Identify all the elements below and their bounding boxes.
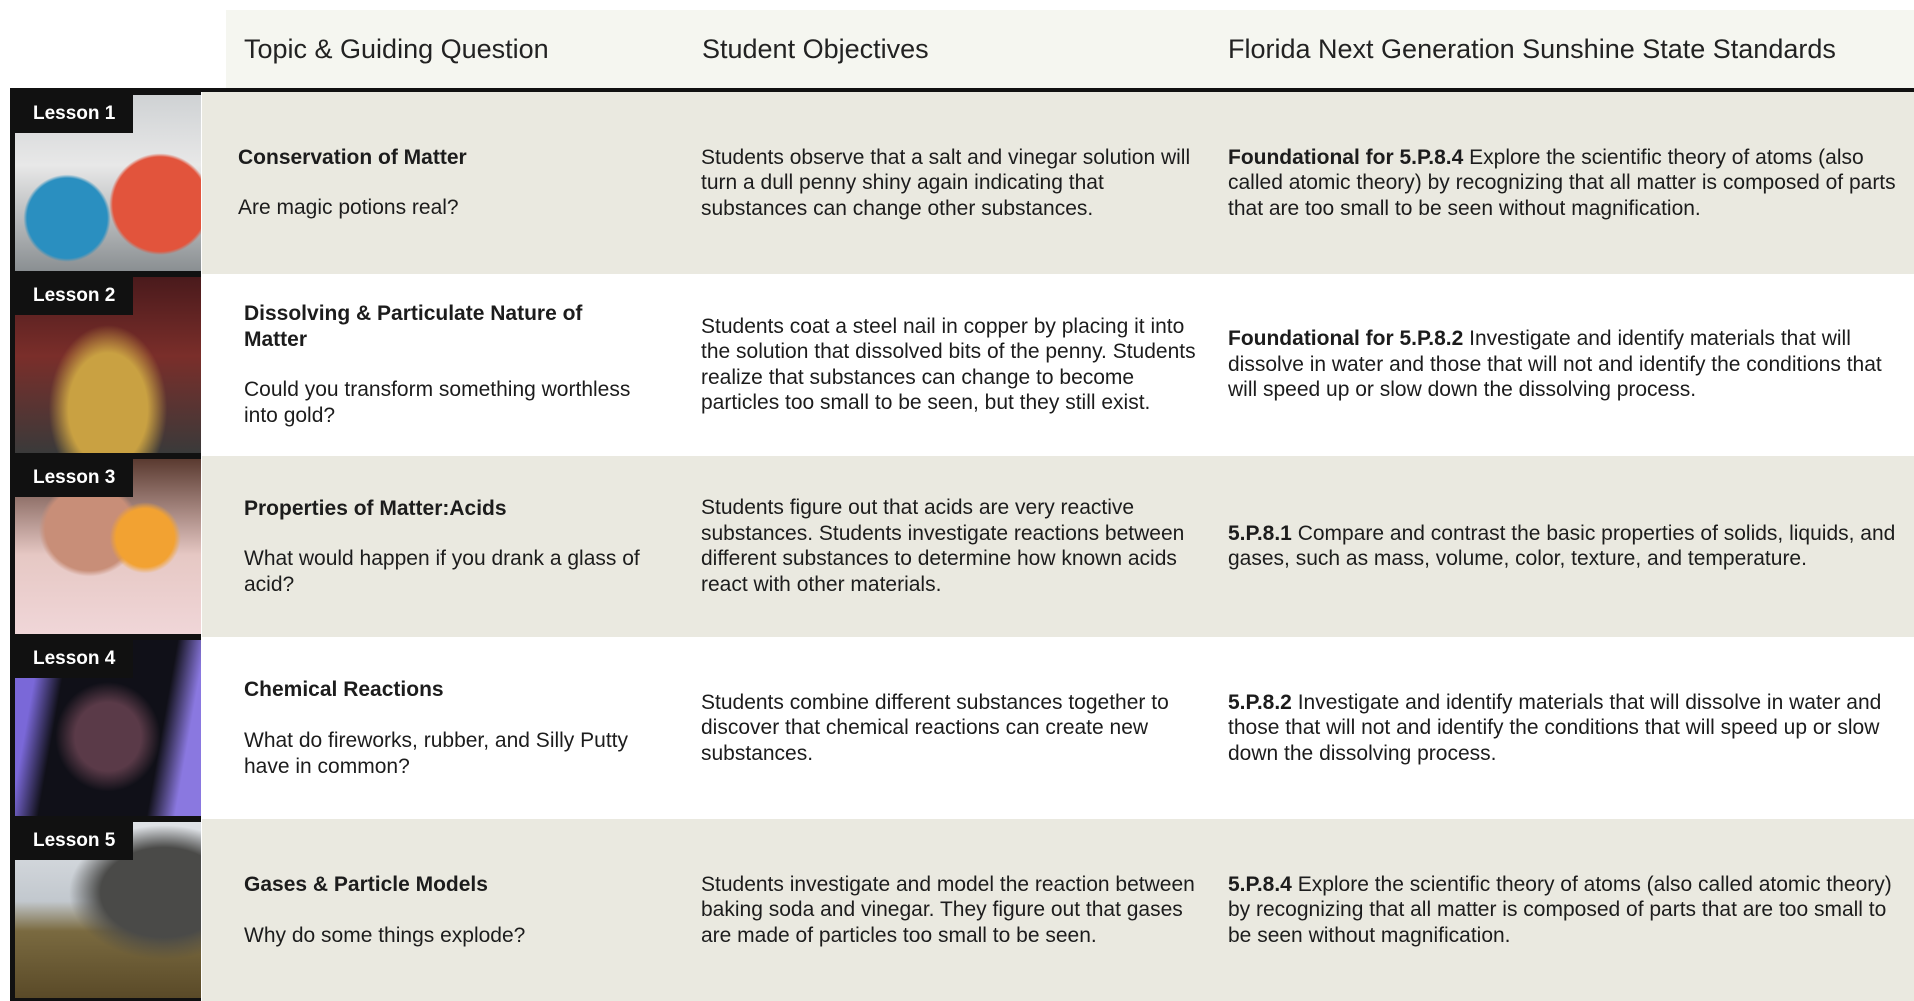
standard-text: Foundational for 5.P.8.2 Investigate and… — [1228, 326, 1910, 403]
thumbnail-area: Lesson 1 — [0, 92, 202, 274]
standard-code: 5.P.8.1 — [1228, 521, 1292, 545]
guiding-question: Could you transform something worthless … — [244, 378, 631, 427]
thumbnail-area: Lesson 2 — [0, 273, 202, 456]
standard-cell: 5.P.8.1 Compare and contrast the basic p… — [1228, 456, 1910, 638]
lesson-table: Lesson 1 Conservation of Matter Are magic … — [0, 92, 1914, 1001]
lesson-label: Lesson 1 — [15, 95, 134, 133]
thumbnail: Lesson 5 — [10, 819, 201, 1001]
standard-description: Compare and contrast the basic propertie… — [1228, 521, 1896, 571]
standard-description: Investigate and identify materials that … — [1228, 690, 1882, 766]
lesson-label: Lesson 3 — [15, 458, 134, 497]
column-header: Student Objectives — [702, 34, 929, 64]
standard-code: Foundational for 5.P.8.4 — [1228, 145, 1464, 169]
topic-cell: Dissolving & Particulate Nature of Matte… — [244, 274, 644, 456]
objective-cell: Students observe that a salt and vinegar… — [701, 92, 1201, 274]
lesson-label: Lesson 5 — [15, 822, 134, 861]
topic-title: Conservation of Matter — [238, 145, 467, 169]
topic-cell: Gases & Particle Models Why do some thing… — [244, 819, 644, 1001]
header-rule — [10, 88, 226, 92]
objective-text: Students combine different substances to… — [701, 690, 1169, 766]
guiding-question: What would happen if you drank a glass o… — [244, 547, 640, 596]
standard-text: Foundational for 5.P.8.4 Explore the sci… — [1228, 145, 1910, 222]
objective-text: Students investigate and model the react… — [701, 872, 1195, 947]
objective-text: Students observe that a salt and vinegar… — [701, 145, 1191, 220]
standard-description: Explore the scientific theory of atoms (… — [1228, 872, 1892, 947]
lesson-row: Lesson 2 Dissolving & Particulate Nature … — [0, 273, 1914, 456]
column-header: Topic & Guiding Question — [244, 34, 549, 64]
standard-text: 5.P.8.4 Explore the scientific theory of… — [1228, 872, 1910, 949]
lesson-label: Lesson 2 — [15, 276, 134, 315]
thumbnail: Lesson 3 — [10, 455, 201, 638]
objective-text: Students figure out that acids are very … — [701, 496, 1185, 597]
lesson-row: Lesson 3 Properties of Matter:Acids What w… — [0, 455, 1914, 638]
standard-description: Explore the scientific theory of atoms (… — [1228, 145, 1896, 220]
guiding-question: Why do some things explode? — [244, 923, 526, 947]
thumbnail-area: Lesson 5 — [0, 819, 202, 1001]
guiding-question: What do fireworks, rubber, and Silly Put… — [244, 728, 628, 778]
lesson-row: Lesson 4 Chemical Reactions What do firewo… — [0, 637, 1914, 820]
standard-code: 5.P.8.4 — [1228, 872, 1292, 896]
lesson-row: Lesson 1 Conservation of Matter Are magic … — [0, 92, 1914, 274]
objective-text: Students coat a steel nail in copper by … — [701, 314, 1196, 415]
standard-code: 5.P.8.2 — [1228, 690, 1292, 714]
standard-cell: Foundational for 5.P.8.2 Investigate and… — [1228, 274, 1910, 456]
standard-code: Foundational for 5.P.8.2 — [1228, 327, 1464, 351]
standard-cell: Foundational for 5.P.8.4 Explore the sci… — [1228, 92, 1910, 274]
objective-cell: Students investigate and model the react… — [701, 819, 1201, 1001]
topic-cell: Conservation of Matter Are magic potions … — [238, 92, 638, 274]
thumbnail: Lesson 1 — [10, 92, 201, 274]
topic-title: Gases & Particle Models — [244, 872, 488, 896]
standard-description: Investigate and identify materials that … — [1228, 327, 1882, 402]
lesson-label: Lesson 4 — [15, 640, 134, 679]
thumbnail-area: Lesson 4 — [0, 637, 202, 820]
standard-text: 5.P.8.1 Compare and contrast the basic p… — [1228, 521, 1910, 572]
topic-title: Chemical Reactions — [244, 678, 444, 702]
standard-cell: 5.P.8.2 Investigate and identify materia… — [1228, 637, 1910, 819]
topic-title: Properties of Matter:Acids — [244, 496, 507, 520]
header-row: Topic & Guiding Question Student Objecti… — [226, 10, 1914, 92]
topic-cell: Chemical Reactions What do fireworks, rub… — [244, 637, 644, 819]
lesson-row: Lesson 5 Gases & Particle Models Why do so… — [0, 819, 1914, 1001]
guiding-question: Are magic potions real? — [238, 196, 459, 220]
column-header: Florida Next Generation Sunshine State S… — [1228, 34, 1836, 64]
thumbnail: Lesson 4 — [10, 637, 201, 820]
topic-cell: Properties of Matter:Acids What would hap… — [244, 456, 644, 638]
standard-cell: 5.P.8.4 Explore the scientific theory of… — [1228, 819, 1910, 1001]
standard-text: 5.P.8.2 Investigate and identify materia… — [1228, 690, 1910, 767]
topic-title: Dissolving & Particulate Nature of Matte… — [244, 302, 583, 351]
objective-cell: Students figure out that acids are very … — [701, 456, 1201, 638]
thumbnail: Lesson 2 — [10, 273, 201, 456]
objective-cell: Students coat a steel nail in copper by … — [701, 274, 1201, 456]
objective-cell: Students combine different substances to… — [701, 637, 1201, 819]
thumbnail-area: Lesson 3 — [0, 455, 202, 638]
